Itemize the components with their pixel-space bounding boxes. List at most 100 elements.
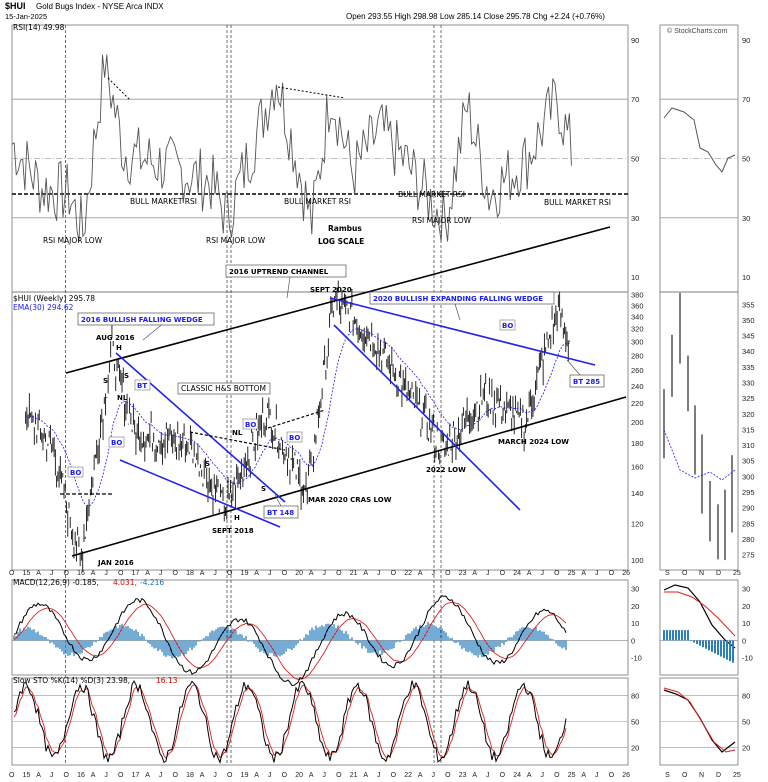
x-label: A [254, 570, 259, 577]
wedge2020-label: 2020 BULLISH EXPANDING FALLING WEDGE [373, 295, 543, 303]
price-tick-right: 285 [742, 519, 755, 528]
channel-bottom [71, 396, 627, 557]
price-tick: 120 [631, 520, 644, 529]
x-label-bottom: A [363, 772, 368, 779]
x-label-bottom: 17 [132, 772, 140, 779]
x-label-bottom: O [118, 772, 124, 779]
x-label-bottom: A [254, 772, 259, 779]
x-label-bottom: O [173, 772, 179, 779]
x-label-bottom: A [527, 772, 532, 779]
price-tick-right: 350 [742, 316, 755, 325]
mar2024-label: MARCH 2024 LOW [498, 438, 569, 446]
rsi-divergence-2 [277, 86, 346, 99]
hs-point-label: S [124, 372, 129, 380]
bo-label-box [242, 418, 259, 430]
rsi-bull-label-4: BULL MARKET RSI [544, 198, 611, 207]
x-label: O [64, 570, 70, 577]
macd-legend-c: -4.216 [140, 578, 164, 587]
x-label: 25 [568, 570, 576, 577]
price-tick: 200 [631, 418, 644, 427]
credit: © StockCharts.com [667, 27, 728, 35]
rsi-tick: 50 [631, 155, 639, 164]
x-label-right-bottom: O [682, 772, 688, 779]
price-tick-right: 335 [742, 363, 755, 372]
x-label: J [268, 570, 272, 577]
x-label: A [527, 570, 532, 577]
low2022-label: 2022 LOW [426, 466, 466, 474]
pointer-bt148 [274, 494, 282, 507]
x-label-bottom: J [104, 772, 108, 779]
x-label-bottom: 18 [186, 772, 194, 779]
x-label: 15 [23, 570, 31, 577]
x-label: 26 [622, 570, 630, 577]
pointer-channel [286, 276, 291, 299]
sto-panel [12, 680, 738, 764]
price-tick-right: 280 [742, 535, 755, 544]
sto-tick: 50 [631, 718, 639, 727]
x-label: O [445, 570, 451, 577]
x-label: 23 [459, 570, 467, 577]
x-label: O [500, 570, 506, 577]
macd-panel [12, 584, 738, 686]
frame-macd [11, 579, 629, 676]
wedge2016-bottom [119, 459, 281, 528]
price-tick: 160 [631, 462, 644, 471]
x-label-bottom: 24 [513, 772, 521, 779]
x-label-bottom: 16 [77, 772, 85, 779]
sto-d [13, 684, 567, 759]
x-label: J [377, 570, 381, 577]
price-tick-right: 305 [742, 457, 755, 466]
x-label-bottom: 20 [295, 772, 303, 779]
bo-label: BO [289, 434, 300, 442]
rsi-panel [11, 54, 736, 242]
x-label-bottom: A [472, 772, 477, 779]
pointer-wedge2020 [454, 303, 461, 321]
x-label: J [322, 570, 326, 577]
sto-tick: 80 [631, 691, 639, 700]
neckline [189, 431, 286, 451]
price-tick-right: 315 [742, 425, 755, 434]
x-label-bottom: A [200, 772, 205, 779]
x-label: A [91, 570, 96, 577]
x-label: 19 [241, 570, 249, 577]
price-tick: 140 [631, 489, 644, 498]
x-label-bottom: 15 [23, 772, 31, 779]
price-tick: 280 [631, 351, 644, 360]
price-tick-right: 345 [742, 332, 755, 341]
x-axis-labels: O O 15 15 A A J J O O 16 16 A A J J O O 17 17 A A J J O O 18 18 A A J J… [9, 570, 741, 779]
x-label-bottom: J [159, 772, 163, 779]
x-label: O [173, 570, 179, 577]
rsi-tick-right: 10 [742, 273, 750, 282]
sto-right-k [663, 689, 736, 753]
x-label-bottom: A [309, 772, 314, 779]
macd-tick-right: 30 [742, 585, 750, 594]
x-label-bottom: A [418, 772, 423, 779]
hs-point-label: NL [117, 394, 128, 402]
price-tick-right: 325 [742, 394, 755, 403]
bo-label: BO [111, 439, 122, 447]
x-label-bottom: O [227, 772, 233, 779]
bt285-box: BT 285 [569, 374, 605, 388]
rsi-tick-right: 90 [742, 36, 750, 45]
macd-tick-right: 0 [742, 636, 746, 645]
price-tick-right: 275 [742, 551, 755, 560]
x-label-bottom: O [609, 772, 615, 779]
x-label-right-bottom: S [665, 772, 670, 779]
x-label: A [309, 570, 314, 577]
price-tick: 300 [631, 338, 644, 347]
x-label-bottom: J [595, 772, 599, 779]
log-scale-label: LOG SCALE [318, 237, 364, 246]
price-tick: 100 [631, 556, 644, 565]
x-label-right-bottom: D [716, 772, 721, 779]
x-label: A [472, 570, 477, 577]
wedge2016-top [115, 352, 286, 503]
mar2020-label: MAR 2020 CRAS LOW [308, 496, 392, 504]
price-tick-right: 355 [742, 300, 755, 309]
x-label-bottom: O [445, 772, 451, 779]
sto-tick-right: 80 [742, 691, 750, 700]
x-label-bottom: O [64, 772, 70, 779]
jan2016-label: JAN 2016 [97, 559, 134, 567]
macd-tick-right: 10 [742, 619, 750, 628]
sto-legend-b: 16.13 [156, 676, 178, 685]
x-label-bottom: O [9, 772, 15, 779]
